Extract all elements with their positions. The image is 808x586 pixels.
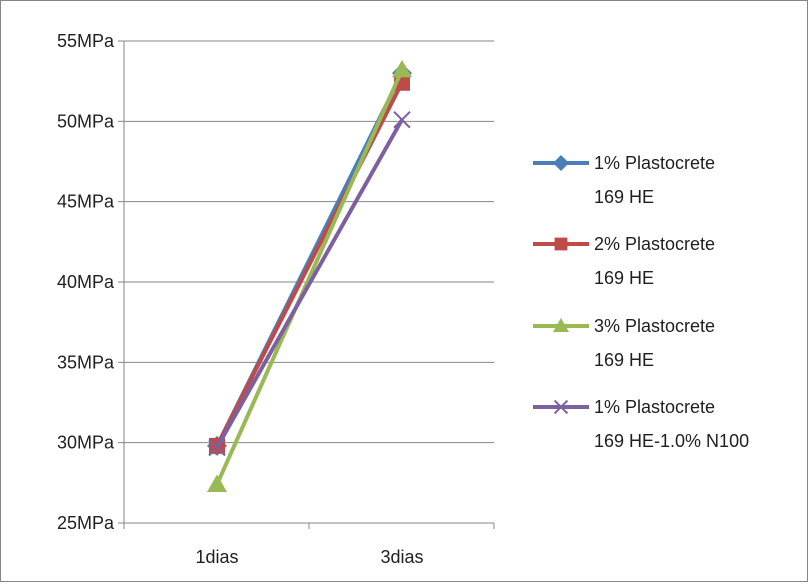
y-tick-label: 25MPa xyxy=(57,513,115,533)
gridlines xyxy=(124,40,494,444)
legend-entry-1: 1% Plastocrete 169 HE xyxy=(533,153,715,207)
axes xyxy=(118,40,495,529)
series-line xyxy=(215,69,404,486)
y-tick-label: 45MPa xyxy=(57,192,115,212)
y-tick-label: 40MPa xyxy=(57,272,115,292)
legend-label: 1% Plastocrete 169 HE xyxy=(594,153,715,207)
legend-entry-4: 1% Plastocrete 169 HE-1.0% N100 xyxy=(533,397,749,451)
series-3 xyxy=(207,59,412,492)
series-line xyxy=(215,81,404,447)
legend-label-line: 2% Plastocrete xyxy=(594,234,715,254)
series-lines xyxy=(207,59,412,492)
y-tick-label: 50MPa xyxy=(57,111,115,131)
legend-marker-triangle xyxy=(553,318,569,332)
data-point-x-stroke xyxy=(393,111,411,129)
y-tick-label: 30MPa xyxy=(57,433,115,453)
y-axis-tick-labels: 25MPa 30MPa 35MPa 40MPa 45MPa 50MPa 55MPa xyxy=(57,31,115,533)
x-tick-label: 3dias xyxy=(380,547,423,567)
legend-label-line: 169 HE xyxy=(594,350,654,370)
legend-label-line: 169 HE xyxy=(594,187,654,207)
legend-marker-diamond xyxy=(553,155,569,171)
legend-entry-2: 2% Plastocrete 169 HE xyxy=(533,234,715,288)
legend-label-line: 169 HE xyxy=(594,268,654,288)
y-tick-label: 55MPa xyxy=(57,31,115,51)
legend: 1% Plastocrete 169 HE 2% Plastocrete 169 HE… xyxy=(533,153,749,451)
data-point-x-stroke xyxy=(208,438,226,457)
series-4 xyxy=(208,111,411,457)
x-axis-tick-labels: 1dias 3dias xyxy=(195,547,423,567)
legend-marker-x-stroke xyxy=(553,399,569,415)
legend-label-line: 1% Plastocrete xyxy=(594,397,715,417)
legend-label-line: 3% Plastocrete xyxy=(594,316,715,336)
series-line xyxy=(215,118,404,449)
data-point-x xyxy=(393,111,411,129)
x-tick-label: 1dias xyxy=(195,547,238,567)
legend-label-line: 169 HE-1.0% N100 xyxy=(594,431,749,451)
data-point-triangle xyxy=(392,59,412,78)
legend-label: 1% Plastocrete 169 HE-1.0% N100 xyxy=(594,397,749,451)
legend-label: 2% Plastocrete 169 HE xyxy=(594,234,715,288)
data-point-triangle xyxy=(207,474,227,492)
data-point-x xyxy=(208,438,226,457)
y-tick-label: 35MPa xyxy=(57,352,115,372)
legend-label: 3% Plastocrete 169 HE xyxy=(594,316,715,370)
legend-entry-3: 3% Plastocrete 169 HE xyxy=(533,316,715,370)
legend-marker-square xyxy=(554,237,568,251)
legend-marker-x xyxy=(553,399,569,415)
legend-label-line: 1% Plastocrete xyxy=(594,153,715,173)
